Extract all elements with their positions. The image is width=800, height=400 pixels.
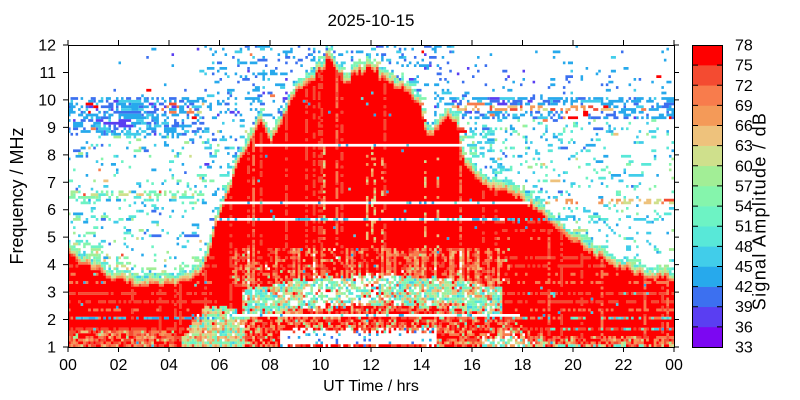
svg-text:45: 45: [735, 259, 753, 276]
svg-text:22: 22: [615, 357, 633, 374]
svg-text:16: 16: [463, 357, 481, 374]
svg-text:60: 60: [735, 158, 753, 175]
svg-text:8: 8: [47, 147, 56, 164]
svg-text:Frequency / MHz: Frequency / MHz: [7, 127, 27, 264]
svg-text:02: 02: [110, 357, 128, 374]
svg-text:6: 6: [47, 202, 56, 219]
svg-text:18: 18: [514, 357, 532, 374]
svg-text:08: 08: [261, 357, 279, 374]
svg-text:39: 39: [735, 299, 753, 316]
svg-text:11: 11: [39, 65, 56, 82]
svg-text:42: 42: [735, 279, 753, 296]
svg-text:2: 2: [47, 312, 56, 329]
svg-text:06: 06: [211, 357, 229, 374]
svg-text:48: 48: [735, 239, 753, 256]
svg-text:00: 00: [665, 357, 683, 374]
svg-text:5: 5: [47, 230, 56, 247]
svg-text:63: 63: [735, 138, 753, 155]
svg-text:7: 7: [47, 175, 56, 192]
svg-text:10: 10: [38, 92, 56, 109]
svg-text:1: 1: [47, 340, 56, 357]
svg-text:75: 75: [735, 58, 753, 75]
svg-text:12: 12: [362, 357, 380, 374]
svg-text:10: 10: [312, 357, 330, 374]
svg-text:Signal Amplitude / dB: Signal Amplitude / dB: [750, 112, 770, 310]
svg-text:66: 66: [735, 118, 753, 135]
svg-text:12: 12: [38, 38, 56, 55]
svg-text:2025-10-15: 2025-10-15: [328, 11, 415, 30]
svg-text:20: 20: [564, 357, 582, 374]
svg-text:57: 57: [735, 178, 753, 195]
svg-text:78: 78: [735, 38, 753, 55]
svg-text:54: 54: [735, 199, 753, 216]
svg-text:14: 14: [413, 357, 431, 374]
svg-text:4: 4: [47, 257, 56, 274]
svg-text:36: 36: [735, 319, 753, 336]
svg-text:9: 9: [47, 120, 56, 137]
svg-text:51: 51: [735, 219, 753, 236]
svg-text:3: 3: [47, 285, 56, 302]
svg-text:UT Time / hrs: UT Time / hrs: [323, 378, 419, 395]
svg-text:33: 33: [735, 340, 753, 357]
svg-text:04: 04: [160, 357, 178, 374]
svg-text:72: 72: [735, 78, 753, 95]
svg-text:00: 00: [59, 357, 77, 374]
svg-text:69: 69: [735, 98, 753, 115]
